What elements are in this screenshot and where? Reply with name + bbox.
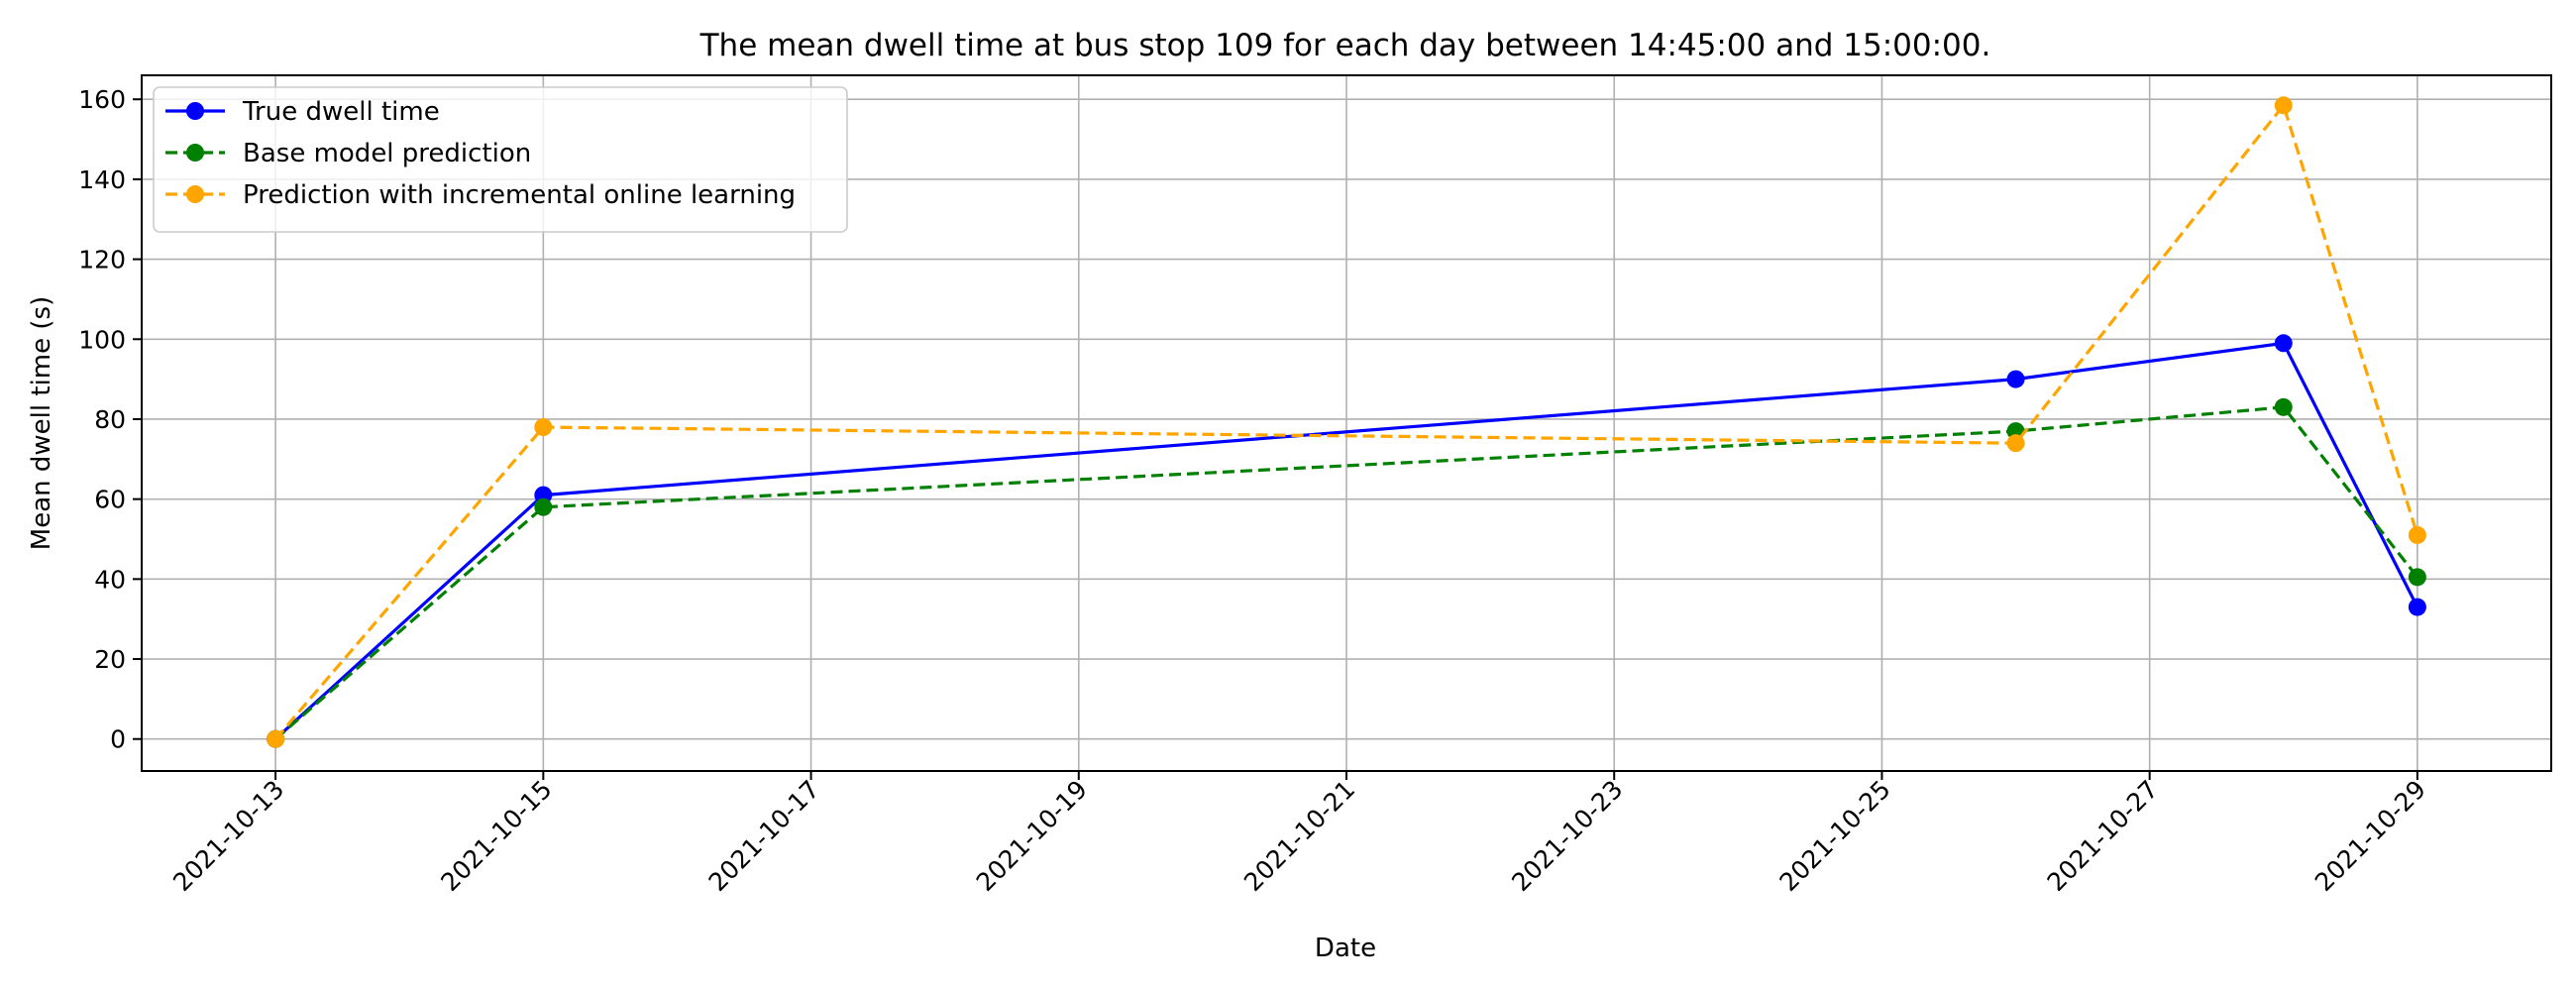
data-point — [2408, 568, 2426, 587]
y-tick-label: 40 — [94, 565, 126, 594]
legend-box — [153, 86, 848, 233]
y-tick-label: 60 — [94, 486, 126, 514]
y-axis-label: Mean dwell time (s) — [27, 296, 56, 550]
data-point — [2274, 96, 2293, 115]
x-tick-label: 2021-10-17 — [703, 775, 825, 897]
y-tick-label: 100 — [78, 325, 126, 354]
data-point — [534, 418, 553, 437]
data-point — [534, 497, 553, 516]
legend-label: Base model prediction — [243, 139, 531, 168]
chart-title: The mean dwell time at bus stop 109 for … — [699, 28, 1991, 63]
y-tick-label: 140 — [78, 165, 126, 194]
y-tick-label: 0 — [110, 725, 126, 754]
x-tick-label: 2021-10-27 — [2042, 775, 2164, 897]
x-tick-label: 2021-10-25 — [1773, 775, 1895, 897]
legend-marker — [186, 185, 204, 203]
x-tick-label: 2021-10-29 — [2309, 775, 2431, 897]
y-tick-label: 20 — [94, 645, 126, 674]
data-point — [2408, 598, 2426, 616]
data-point — [2006, 370, 2025, 388]
x-tick-label: 2021-10-15 — [435, 775, 557, 897]
series-3 — [267, 96, 2426, 748]
x-tick-label: 2021-10-21 — [1238, 775, 1360, 897]
data-point — [2408, 525, 2426, 544]
legend-label: Prediction with incremental online learn… — [243, 180, 796, 210]
data-point — [2274, 397, 2293, 416]
legend: True dwell time Base model prediction Pred… — [153, 86, 848, 233]
x-tick-label: 2021-10-19 — [971, 775, 1093, 897]
y-tick-label: 160 — [78, 85, 126, 114]
legend-label: True dwell time — [242, 97, 440, 127]
series-lines — [267, 96, 2426, 748]
data-point — [2006, 434, 2025, 453]
x-axis-label: Date — [1315, 934, 1376, 963]
x-tick-label: 2021-10-13 — [167, 775, 289, 897]
y-tick-label: 120 — [78, 246, 126, 275]
y-tick-label: 80 — [94, 405, 126, 434]
x-tick-label: 2021-10-23 — [1506, 775, 1628, 897]
data-point — [2274, 334, 2293, 353]
data-point — [267, 729, 285, 748]
legend-marker — [186, 144, 204, 162]
legend-marker — [186, 102, 204, 120]
